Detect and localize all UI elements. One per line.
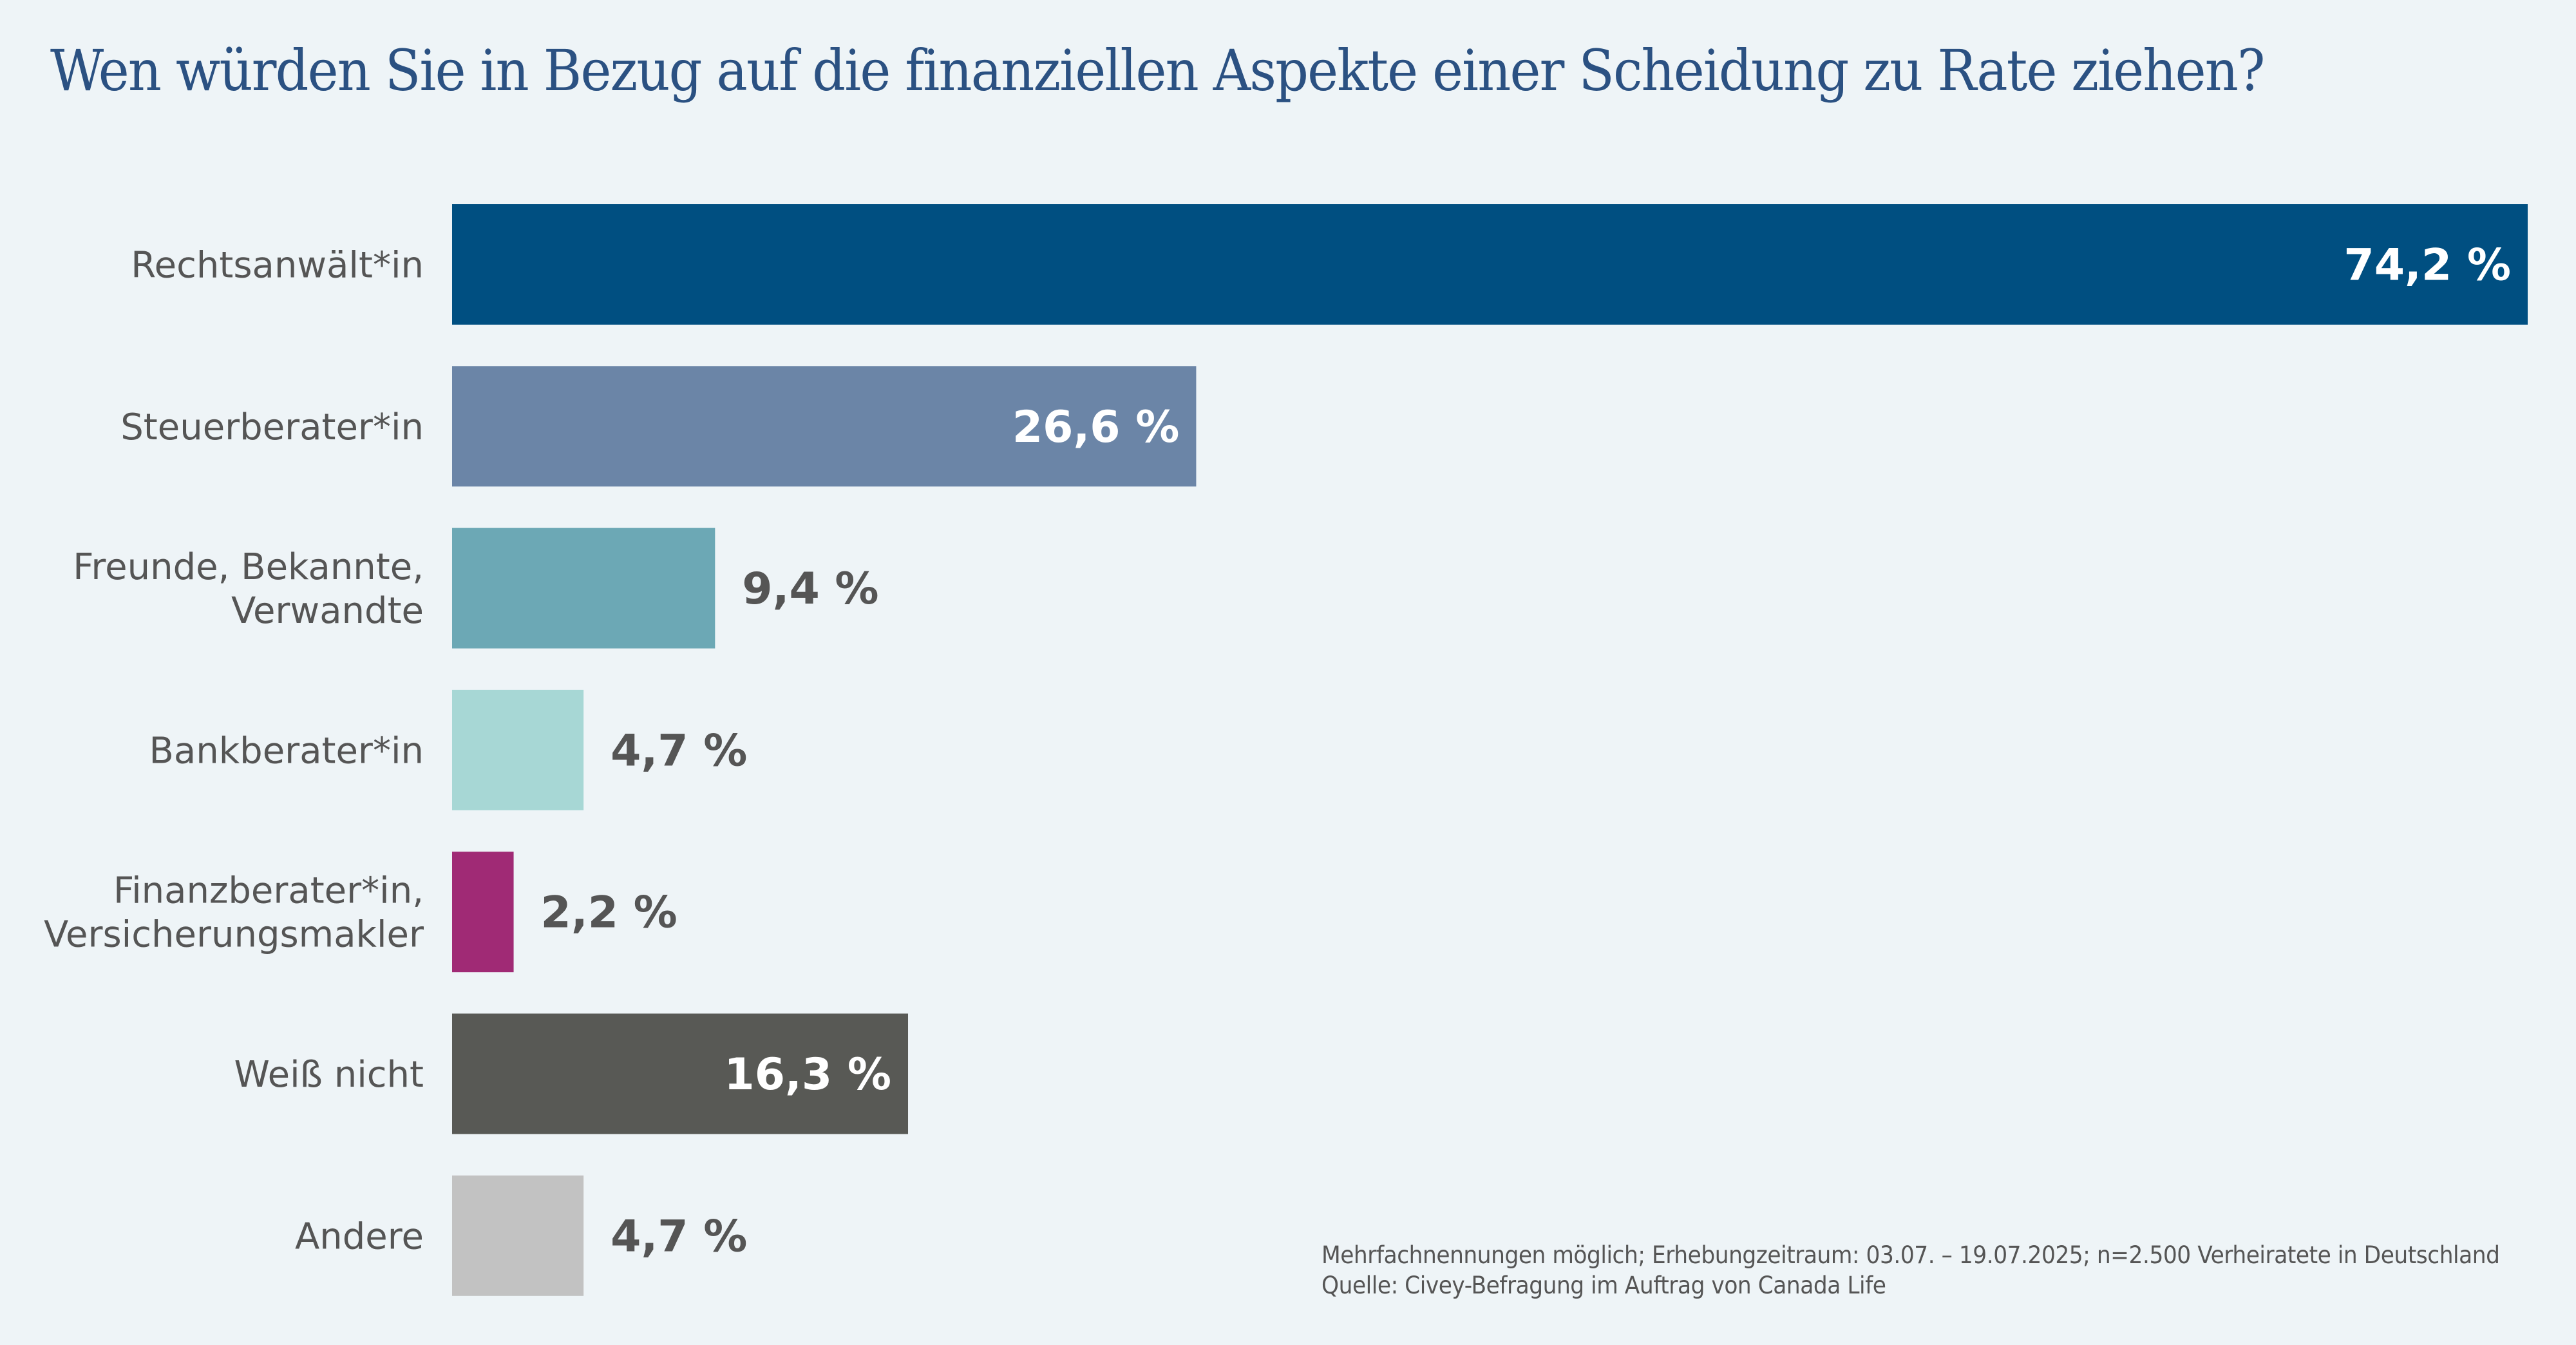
- value-label: 16,3 %: [724, 1049, 891, 1100]
- footnote-method: Mehrfachnennungen möglich; Erhebungzeitr…: [1321, 1241, 2500, 1269]
- category-label: Weiß nicht: [234, 1054, 424, 1096]
- value-label: 74,2 %: [2344, 240, 2511, 291]
- category-label: Bankberater*in: [149, 730, 424, 772]
- category-label: Finanzberater*in, Versicherungsmakler: [44, 870, 424, 956]
- category-label: Andere: [295, 1216, 424, 1257]
- footnote-source: Quelle: Civey-Befragung im Auftrag von C…: [1321, 1272, 1886, 1299]
- chart-title: Wen würden Sie in Bezug auf die finanzie…: [50, 37, 2265, 104]
- bar-6: [452, 1175, 584, 1296]
- bar-3: [452, 689, 584, 810]
- bar-2: [452, 528, 715, 649]
- bar-5: [452, 1013, 909, 1134]
- bar-4: [452, 852, 514, 973]
- value-label: 26,6 %: [1012, 402, 1180, 453]
- value-label: 9,4 %: [742, 564, 878, 615]
- category-label: Rechtsanwält*in: [131, 245, 424, 287]
- value-label: 2,2 %: [541, 888, 677, 939]
- bar-0: [452, 204, 2528, 325]
- value-label: 4,7 %: [611, 1211, 747, 1262]
- bar-1: [452, 366, 1197, 487]
- value-label: 4,7 %: [611, 725, 747, 776]
- category-label: Steuerberater*in: [120, 406, 424, 448]
- category-label: Freunde, Bekannte, Verwandte: [73, 546, 424, 632]
- footnote: Mehrfachnennungen möglich; Erhebungzeitr…: [1321, 1240, 2576, 1301]
